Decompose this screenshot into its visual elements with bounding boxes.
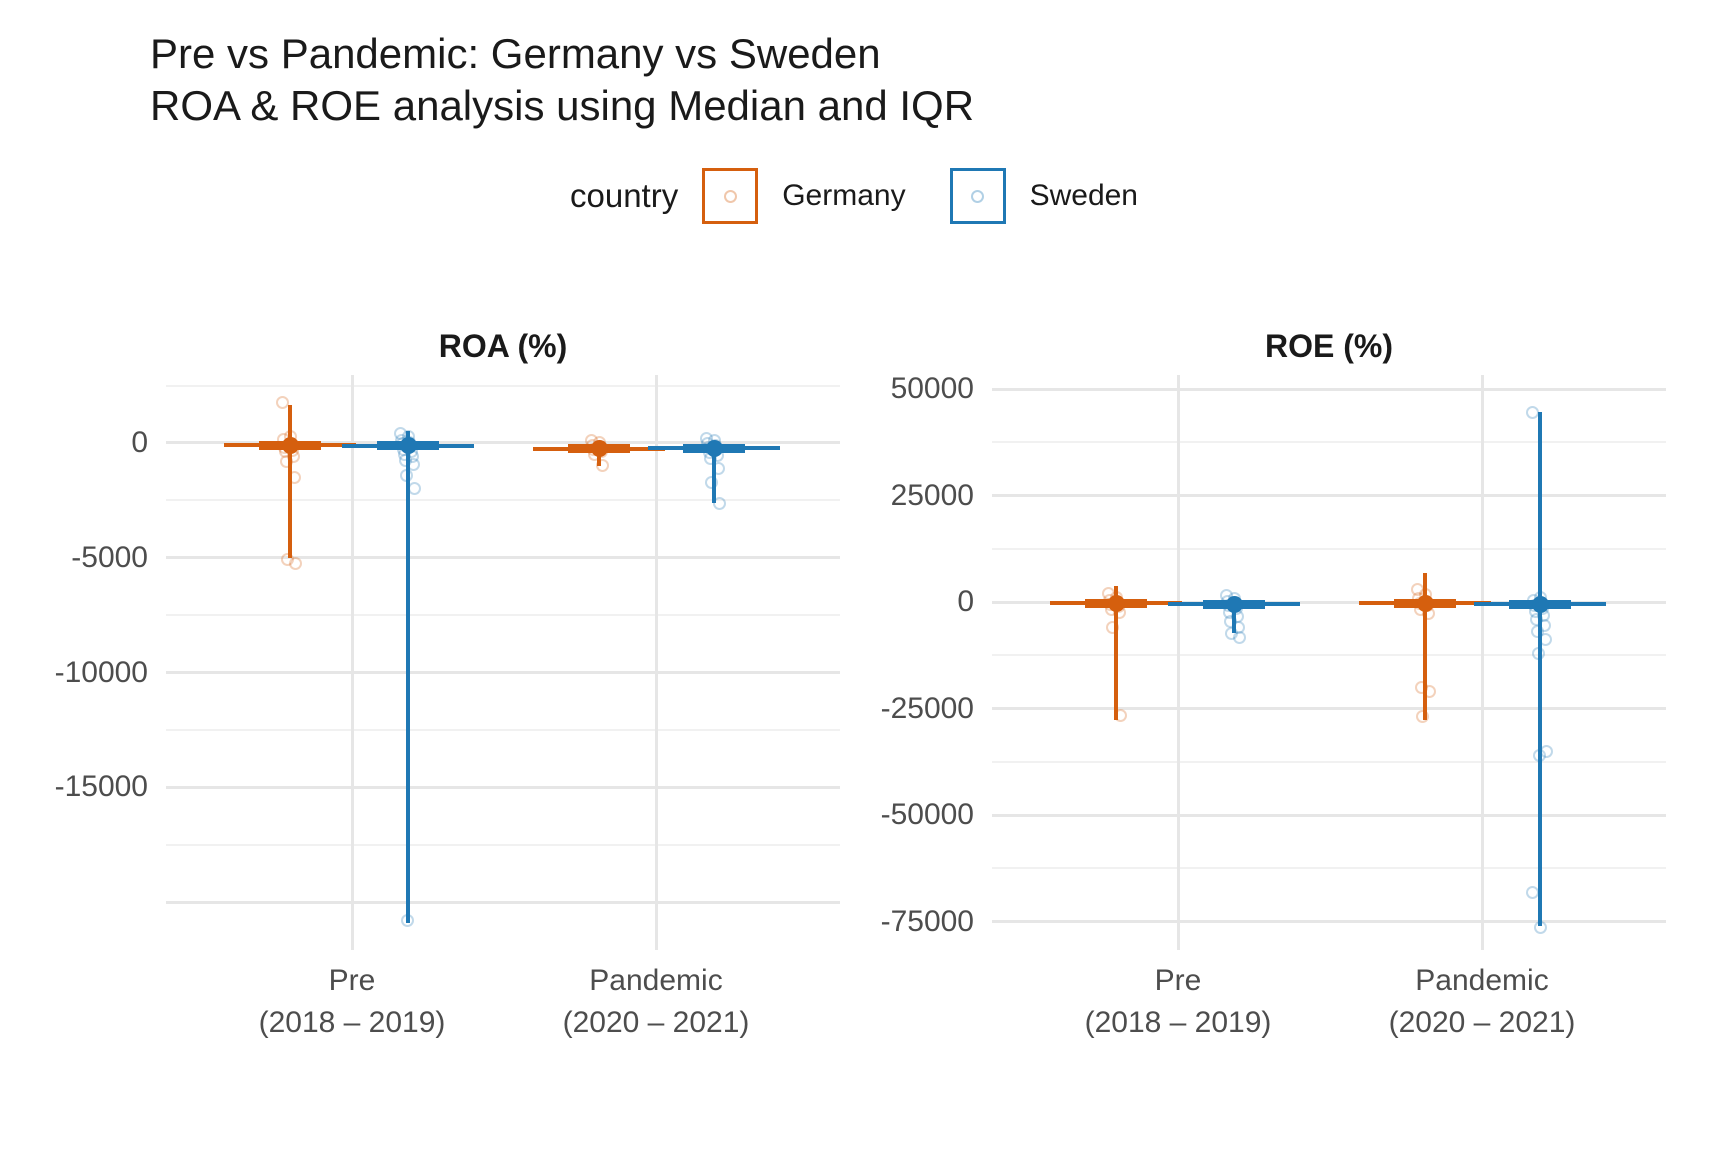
- legend-label-sweden: Sweden: [1029, 179, 1138, 212]
- gridline-minor: [992, 760, 1666, 763]
- y-tick-label: -10000: [54, 655, 148, 689]
- jitter-point: [276, 396, 289, 409]
- gridline-major: [992, 813, 1666, 817]
- median-dot: [281, 436, 299, 454]
- panel-roa: [166, 375, 840, 950]
- gridline-major: [166, 556, 840, 560]
- gridline-major: [166, 671, 840, 675]
- iqr-range-line: [712, 440, 716, 503]
- x-tick-label: Pre (2018 – 2019): [1008, 960, 1348, 1044]
- jitter-point: [713, 497, 726, 511]
- chart-title-line-2: ROA & ROE analysis using Median and IQR: [150, 82, 975, 129]
- gridline-minor: [166, 614, 840, 617]
- legend-point-icon: [971, 189, 985, 203]
- y-tick-label: -25000: [880, 691, 974, 725]
- gridline-category: [1176, 375, 1180, 950]
- x-tick-label: Pandemic (2020 – 2021): [486, 960, 826, 1044]
- iqr-range-line: [1538, 412, 1542, 926]
- gridline-major: [166, 441, 840, 445]
- y-tick-label: 50000: [890, 372, 974, 406]
- y-tick-label: 0: [957, 585, 974, 619]
- facet-title: ROA (%): [438, 328, 568, 364]
- gridline-minor: [992, 867, 1666, 870]
- jitter-point: [1531, 625, 1544, 639]
- gridline-minor: [166, 729, 840, 731]
- legend-label-germany: Germany: [782, 179, 906, 212]
- iqr-range-line: [1232, 596, 1236, 634]
- jitter-point: [1233, 631, 1246, 645]
- gridline-category: [1480, 375, 1484, 950]
- legend-key-germany: [702, 168, 759, 224]
- median-dot: [705, 439, 723, 457]
- gridline-major: [166, 785, 840, 789]
- gridline-minor: [166, 843, 840, 846]
- x-tick-line1: Pre: [1154, 964, 1202, 997]
- x-tick-line1: Pandemic: [1415, 964, 1549, 997]
- iqr-range-line: [1423, 573, 1427, 721]
- x-tick-line2: (2020 – 2021): [1388, 1006, 1576, 1039]
- gridline-category: [350, 375, 354, 950]
- legend-title: country: [569, 177, 679, 214]
- x-tick-line2: (2018 – 2019): [1084, 1006, 1272, 1039]
- median-dot: [1107, 594, 1125, 612]
- gridline-minor: [992, 654, 1666, 657]
- gridline-major: [992, 494, 1666, 498]
- iqr-range-line: [1114, 585, 1118, 721]
- y-tick-label: 25000: [890, 478, 974, 512]
- median-dot: [1531, 595, 1549, 613]
- median-dot: [1225, 595, 1243, 613]
- median-dot: [590, 440, 608, 458]
- chart-title: Pre vs Pandemic: Germany vs Sweden ROA &…: [150, 28, 974, 132]
- y-tick-label: 0: [131, 425, 148, 459]
- legend-key-sweden: [949, 168, 1006, 224]
- gridline-category: [654, 375, 658, 950]
- jitter-point: [705, 475, 718, 489]
- jitter-point: [1106, 621, 1119, 635]
- iqr-range-line: [288, 405, 292, 558]
- gridline-minor: [992, 547, 1666, 550]
- x-tick-label: Pre (2018 – 2019): [182, 960, 522, 1044]
- median-dot: [399, 437, 417, 455]
- gridline-major: [166, 900, 840, 904]
- legend-point-icon: [723, 189, 737, 203]
- x-tick-line2: (2020 – 2021): [562, 1006, 750, 1039]
- jitter-point: [289, 556, 302, 570]
- gridline-major: [992, 920, 1666, 924]
- gridline-major: [992, 387, 1666, 391]
- x-tick-label: Pandemic (2020 – 2021): [1312, 960, 1652, 1044]
- gridline-minor: [166, 384, 840, 387]
- jitter-point: [280, 455, 293, 469]
- median-dot: [1416, 594, 1434, 612]
- legend: country Germany Sweden: [0, 168, 1728, 224]
- jitter-point: [1416, 710, 1429, 724]
- gridline-major: [992, 600, 1666, 604]
- x-tick-line2: (2018 – 2019): [258, 1006, 446, 1039]
- panel-roe: [992, 375, 1666, 950]
- gridline-minor: [992, 441, 1666, 444]
- chart-title-line-1: Pre vs Pandemic: Germany vs Sweden: [150, 30, 881, 77]
- x-tick-line1: Pandemic: [589, 964, 723, 997]
- y-tick-label: -75000: [880, 904, 974, 938]
- y-tick-label: -5000: [71, 540, 148, 574]
- gridline-minor: [166, 499, 840, 502]
- y-tick-label: -50000: [880, 798, 974, 832]
- x-tick-line1: Pre: [328, 964, 376, 997]
- iqr-range-line: [406, 431, 410, 923]
- gridline-major: [992, 707, 1666, 711]
- y-tick-label: -15000: [54, 770, 148, 804]
- facet-title: ROE (%): [1265, 328, 1393, 364]
